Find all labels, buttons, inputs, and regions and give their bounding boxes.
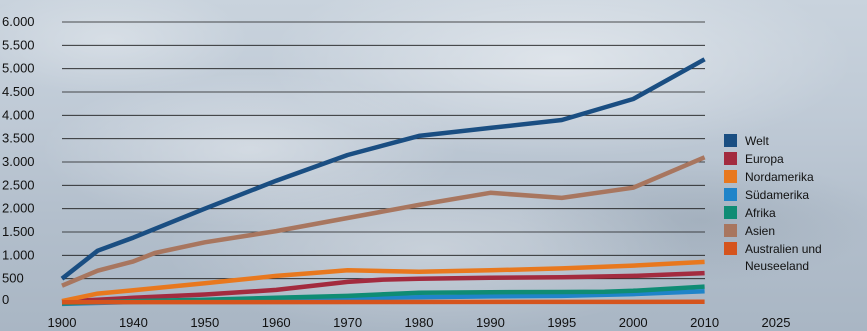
x-tick-label: 2000 [619, 315, 648, 330]
x-tick-label: 1950 [190, 315, 219, 330]
y-tick-label: 4.500 [2, 84, 35, 99]
y-tick-label: 1.000 [2, 247, 35, 262]
legend-item: Südamerika [724, 187, 867, 205]
legend-label: Nordamerika [745, 170, 814, 184]
y-tick-label: 6.000 [2, 14, 35, 29]
y-tick-label: 4.000 [2, 107, 35, 122]
x-tick-label: 1900 [48, 315, 77, 330]
legend-swatch [724, 134, 737, 147]
series-line-welt [60, 57, 706, 281]
x-tick-label: 1980 [405, 315, 434, 330]
legend-item: Nordamerika [724, 169, 867, 187]
legend-swatch [724, 242, 737, 255]
y-tick-label: 2.000 [2, 201, 35, 216]
legend-swatch [724, 188, 737, 201]
legend-swatch [724, 152, 737, 165]
y-tick-label: 5.500 [2, 37, 35, 52]
legend-item: Welt [724, 133, 867, 151]
legend-label: Asien [745, 224, 776, 238]
legend-item: Australien und Neuseeland [724, 241, 867, 273]
y-tick-label: 1.500 [2, 224, 35, 239]
y-tick-label: 5.000 [2, 61, 35, 76]
legend-label: Südamerika [745, 188, 810, 202]
legend-label: Afrika [745, 206, 776, 220]
y-tick-label: 3.500 [2, 131, 35, 146]
chart-legend: Welt Europa Nordamerika Südamerika Afrika Asi… [724, 133, 867, 273]
y-tick-label: 500 [2, 271, 24, 286]
y-tick-label: 0 [2, 292, 9, 307]
legend-label: Europa [745, 152, 784, 166]
series-line-asien [61, 155, 706, 288]
x-tick-label: 1960 [262, 315, 291, 330]
legend-swatch [724, 170, 737, 183]
x-tick-label: 1940 [119, 315, 148, 330]
y-tick-label: 3.000 [2, 154, 35, 169]
legend-swatch [724, 206, 737, 219]
legend-label: Australien und Neuseeland [745, 242, 822, 273]
legend-swatch [724, 224, 737, 237]
y-tick-label: 2.500 [2, 177, 35, 192]
x-tick-label: 1990 [476, 315, 505, 330]
series-line-europa [61, 270, 705, 304]
x-tick-label: 2010 [690, 315, 719, 330]
x-tick-label: 2025 [762, 315, 791, 330]
legend-label: Welt [745, 134, 769, 148]
x-tick-label: 1995 [547, 315, 576, 330]
legend-item: Europa [724, 151, 867, 169]
x-tick-label: 1970 [333, 315, 362, 330]
series-line-nordamerika [61, 259, 705, 304]
legend-item: Afrika [724, 205, 867, 223]
legend-item: Asien [724, 223, 867, 241]
